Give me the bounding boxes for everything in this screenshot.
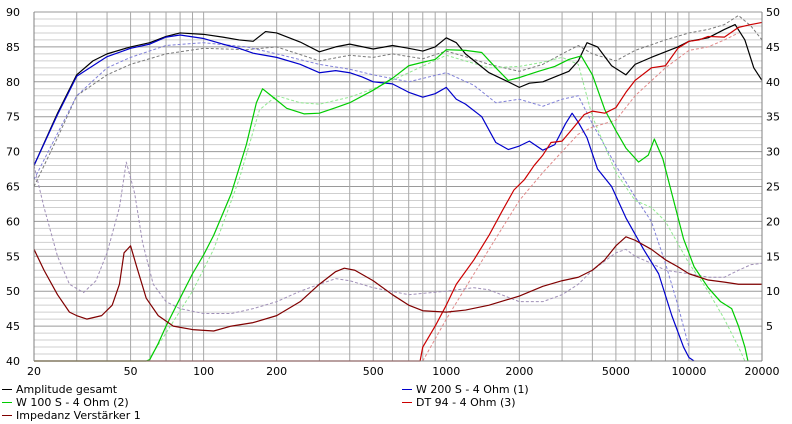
y-left-tick-label: 55 xyxy=(6,250,20,263)
series-line-w-100-s-4-ohm-2 xyxy=(34,49,749,362)
x-tick-label: 10000 xyxy=(671,365,706,378)
legend-item-dt94: DT 94 - 4 Ohm (3) xyxy=(402,396,516,409)
legend-label: W 200 S - 4 Ohm (1) xyxy=(416,383,529,396)
legend-item-amplitude-gesamt: Amplitude gesamt xyxy=(2,383,117,396)
legend-item-w200s: W 200 S - 4 Ohm (1) xyxy=(402,383,529,396)
y-left-tick-label: 60 xyxy=(6,215,20,228)
y-left-tick-label: 45 xyxy=(6,320,20,333)
legend: Amplitude gesamt W 200 S - 4 Ohm (1) W 1… xyxy=(0,380,792,424)
x-tick-label: 50 xyxy=(124,365,138,378)
legend-label: DT 94 - 4 Ohm (3) xyxy=(416,396,516,409)
x-tick-label: 2000 xyxy=(505,365,533,378)
series-line-w-100-s-4-ohm-2-ref xyxy=(149,54,746,362)
y-left-tick-label: 40 xyxy=(6,355,20,368)
legend-swatch xyxy=(2,415,12,416)
legend-swatch xyxy=(2,389,12,390)
series-line-w-200-s-4-ohm-1 xyxy=(33,34,695,362)
legend-swatch xyxy=(2,402,12,403)
y-right-tick-label: 35 xyxy=(766,111,780,124)
legend-item-w100s: W 100 S - 4 Ohm (2) xyxy=(2,396,129,409)
y-right-tick-label: 40 xyxy=(766,76,780,89)
legend-swatch xyxy=(402,389,412,390)
y-right-tick-label: 15 xyxy=(766,250,780,263)
x-tick-label: 1000 xyxy=(432,365,460,378)
x-tick-label: 100 xyxy=(193,365,214,378)
x-tick-label: 200 xyxy=(266,365,287,378)
y-left-tick-label: 90 xyxy=(6,6,20,19)
legend-label: Amplitude gesamt xyxy=(16,383,118,396)
y-right-tick-label: 50 xyxy=(766,6,780,19)
y-right-tick-label: 5 xyxy=(766,320,773,333)
frequency-response-chart: 20 50 100 200 500 1000 2000 5000 10000 20000 40 45 5… xyxy=(6,6,780,378)
series-line-impedanz-verst-rker-1 xyxy=(33,236,762,332)
y-left-tick-label: 85 xyxy=(6,41,20,54)
x-tick-label: 5000 xyxy=(602,365,630,378)
series-line-dt-94-4-ohm-3 xyxy=(34,21,763,362)
y-left-tick-label: 75 xyxy=(6,111,20,124)
x-tick-label: 20000 xyxy=(745,365,780,378)
legend-item-impedanz: Impedanz Verstärker 1 xyxy=(2,409,141,422)
x-tick-label: 500 xyxy=(363,365,384,378)
y-right-tick-label: 10 xyxy=(766,285,780,298)
x-tick-label: 20 xyxy=(27,365,41,378)
y-right-tick-label: 20 xyxy=(766,215,780,228)
legend-label: Impedanz Verstärker 1 xyxy=(16,409,141,422)
legend-swatch xyxy=(402,402,412,403)
y-left-tick-label: 80 xyxy=(6,76,20,89)
y-left-tick-label: 65 xyxy=(6,181,20,194)
series-line-dt-94-4-ohm-3-ref xyxy=(422,32,739,362)
series-line-w-200-s-4-ohm-1-ref xyxy=(33,42,690,348)
axes xyxy=(33,12,763,362)
y-left-tick-label: 50 xyxy=(6,285,20,298)
y-right-tick-label: 45 xyxy=(766,41,780,54)
series-line-amplitude-gesamt-ref xyxy=(33,14,763,187)
legend-label: W 100 S - 4 Ohm (2) xyxy=(16,396,129,409)
series-layer xyxy=(33,14,763,362)
series-line-amplitude-gesamt xyxy=(33,23,763,166)
series-line-impedanz-verst-rker-1-ref xyxy=(33,161,763,315)
tick-labels: 20 50 100 200 500 1000 2000 5000 10000 20000 40 45 5… xyxy=(6,6,780,378)
y-left-tick-label: 70 xyxy=(6,146,20,159)
y-right-tick-label: 25 xyxy=(766,181,780,194)
y-right-tick-label: 30 xyxy=(766,146,780,159)
grid xyxy=(33,11,763,362)
